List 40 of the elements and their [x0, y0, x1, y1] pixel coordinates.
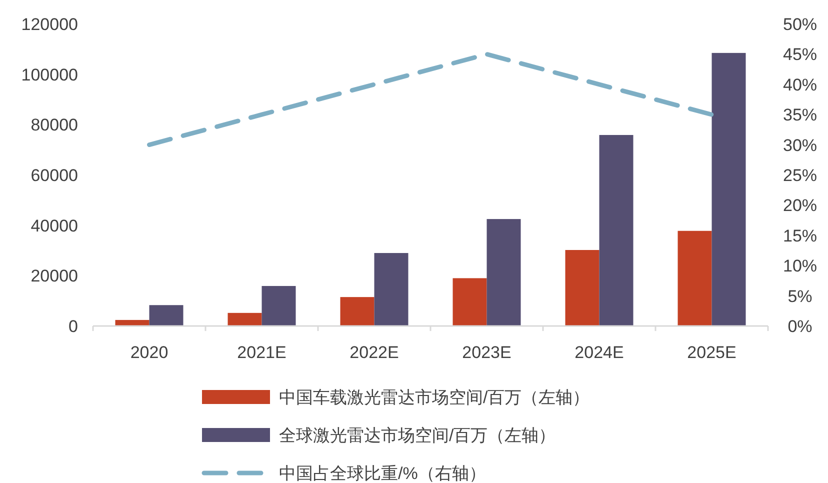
y-tick-label: 100000 — [21, 65, 78, 84]
bar — [678, 230, 712, 326]
y2-tick-label: 20% — [782, 196, 818, 216]
x-tick-label: 2025E — [687, 343, 736, 362]
y-tick-label: 60000 — [30, 166, 78, 185]
y-tick-label: 40000 — [30, 216, 78, 236]
bar — [228, 312, 262, 326]
bar — [565, 250, 600, 326]
x-tick-label: 2020 — [130, 343, 168, 362]
y2-tick-label: 50% — [782, 15, 818, 34]
bar — [712, 52, 746, 326]
bar — [374, 253, 408, 326]
bar — [115, 320, 150, 326]
legend-label: 中国车载激光雷达市场空间/百万（左轴） — [279, 388, 590, 407]
bar — [599, 134, 634, 326]
y2-tick-label: 5% — [788, 286, 812, 306]
y-tick-label: 0 — [68, 317, 78, 336]
x-tick-label: 2024E — [574, 343, 624, 362]
bar — [486, 219, 521, 326]
x-tick-label: 2022E — [350, 343, 399, 362]
legend-label: 全球激光雷达市场空间/百万（左轴） — [279, 426, 556, 445]
y-tick-label: 20000 — [30, 266, 78, 286]
y2-tick-label: 40% — [782, 75, 818, 94]
y2-tick-label: 35% — [782, 106, 818, 125]
legend-label: 中国占全球比重/%（右轴） — [279, 464, 486, 483]
y-tick-label: 120000 — [21, 15, 78, 34]
y2-tick-label: 45% — [782, 45, 818, 64]
y2-tick-label: 15% — [782, 226, 818, 246]
x-tick-label: 2023E — [462, 343, 512, 362]
y2-tick-label: 30% — [782, 136, 818, 155]
y-tick-label: 80000 — [30, 116, 78, 135]
y2-tick-label: 0% — [788, 317, 812, 336]
bar — [149, 305, 184, 326]
line-series — [147, 52, 714, 148]
y2-tick-label: 25% — [782, 166, 818, 185]
bar — [340, 297, 374, 326]
bar — [262, 286, 296, 326]
bar — [452, 278, 487, 326]
x-tick-label: 2021E — [237, 343, 286, 362]
y2-tick-label: 10% — [782, 256, 818, 276]
